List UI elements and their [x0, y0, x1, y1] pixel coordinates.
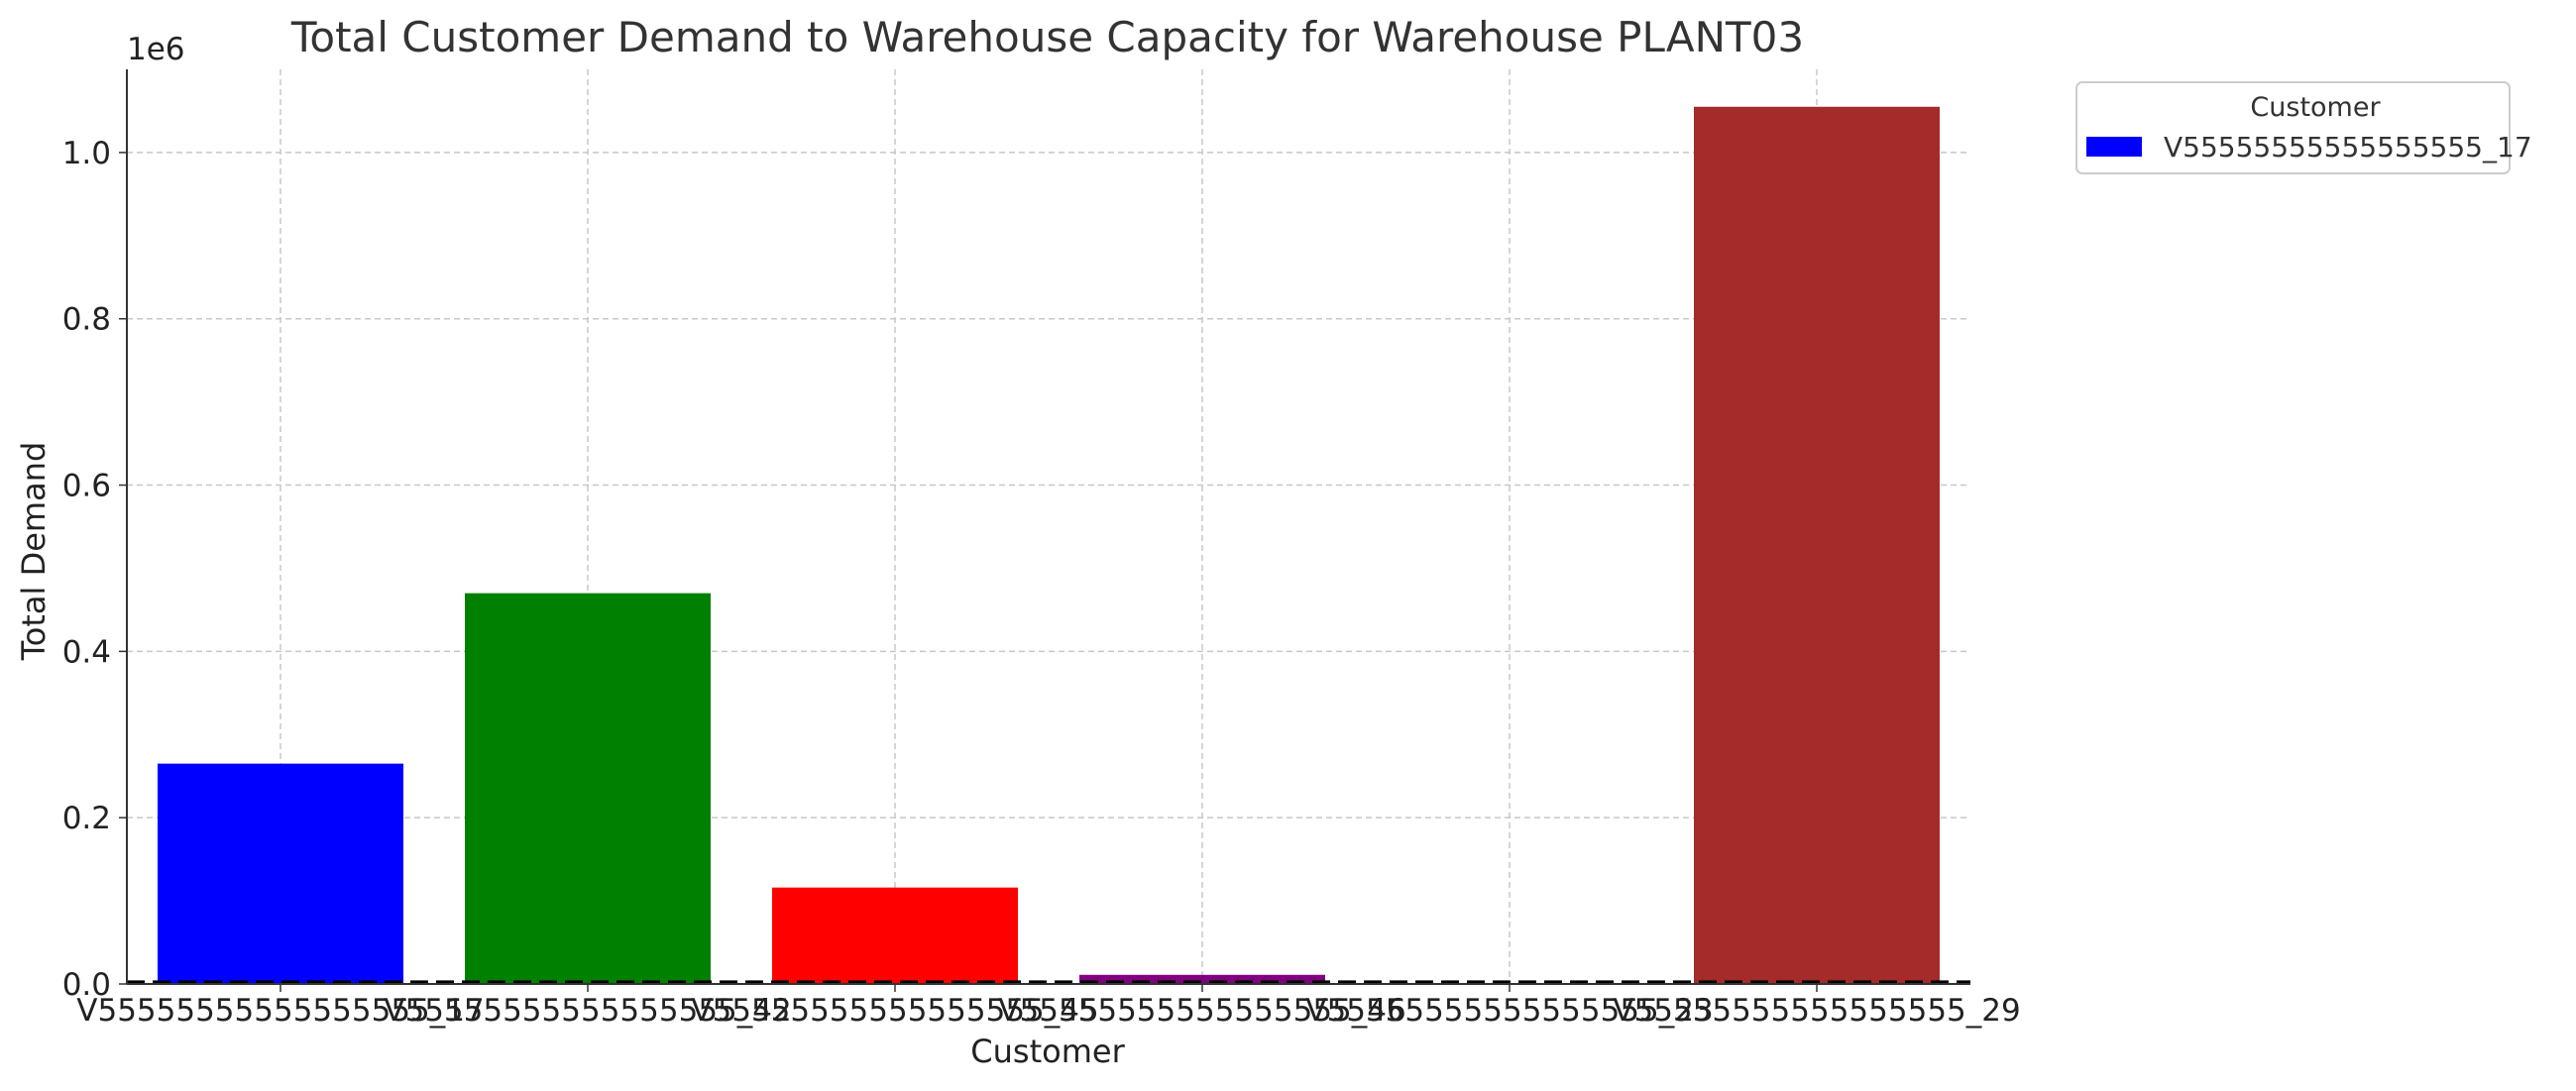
bar [772, 887, 1018, 984]
y-tick-label: 0.8 [62, 302, 111, 338]
bar [158, 763, 403, 984]
x-tick-label: V55555555555555555_42 [384, 993, 791, 1029]
y-tick-label: 0.2 [62, 801, 111, 836]
legend-title: Customer [2250, 92, 2381, 123]
x-ticks: V55555555555555555_17V55555555555555555_… [76, 984, 2021, 1029]
x-tick-label: V55555555555555555_46 [998, 993, 1405, 1029]
y-tick-label: 1.0 [62, 136, 111, 171]
legend-box [2075, 81, 2511, 174]
axes [126, 69, 1970, 985]
x-tick-label: V55555555555555555_23 [1305, 993, 1713, 1029]
legend: Customer V55555555555555555_17 [2075, 81, 2532, 174]
chart-title: Total Customer Demand to Warehouse Capac… [290, 13, 1804, 61]
legend-entry-label: V55555555555555555_17 [2164, 131, 2532, 164]
x-tick-label: V55555555555555555_29 [1613, 993, 2020, 1029]
y-tick-label: 0.0 [62, 967, 111, 1003]
x-tick-label: V55555555555555555_45 [691, 993, 1098, 1029]
y-axis-label: Total Demand [15, 442, 53, 662]
bar [465, 593, 711, 984]
x-tick-label: V55555555555555555_17 [76, 993, 484, 1029]
y-axis-offset-label: 1e6 [127, 32, 185, 67]
y-tick-label: 0.6 [62, 469, 111, 504]
legend-swatch [2086, 137, 2142, 157]
bar [1694, 106, 1940, 984]
bar [1079, 974, 1325, 984]
y-tick-label: 0.4 [62, 634, 111, 670]
bars [158, 106, 1940, 984]
x-axis-label: Customer [970, 1033, 1125, 1070]
y-ticks: 0.0 0.2 0.4 0.6 0.8 1.0 [62, 136, 127, 1003]
